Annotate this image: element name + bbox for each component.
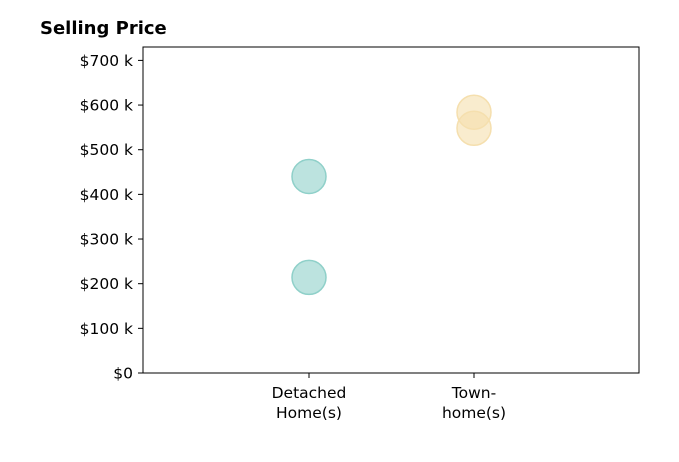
y-tick-label: $500 k (80, 141, 133, 159)
y-tick-label: $300 k (80, 231, 133, 249)
y-tick-label: $600 k (80, 97, 133, 115)
plot-frame (142, 46, 640, 374)
y-tick-label: $200 k (80, 275, 133, 293)
y-tick-label: $700 k (80, 52, 133, 70)
x-category-label: home(s) (442, 404, 506, 422)
data-point (291, 259, 327, 296)
y-tick-label: $100 k (80, 320, 133, 338)
y-axis: $0 $100 k $200 k $300 k $400 k $500 k $600 k $7… (80, 52, 143, 383)
x-category-label: Detached (272, 384, 347, 402)
y-tick-label: $400 k (80, 186, 133, 204)
data-point (291, 158, 327, 195)
chart-title: Selling Price (40, 18, 167, 39)
x-category-label: Town- (451, 384, 496, 402)
y-tick-label: $0 (113, 365, 133, 383)
data-points (291, 94, 492, 296)
x-axis: Detached Home(s) Town-home(s) (272, 373, 506, 422)
x-category-label: Home(s) (276, 404, 342, 422)
data-point (456, 110, 492, 147)
